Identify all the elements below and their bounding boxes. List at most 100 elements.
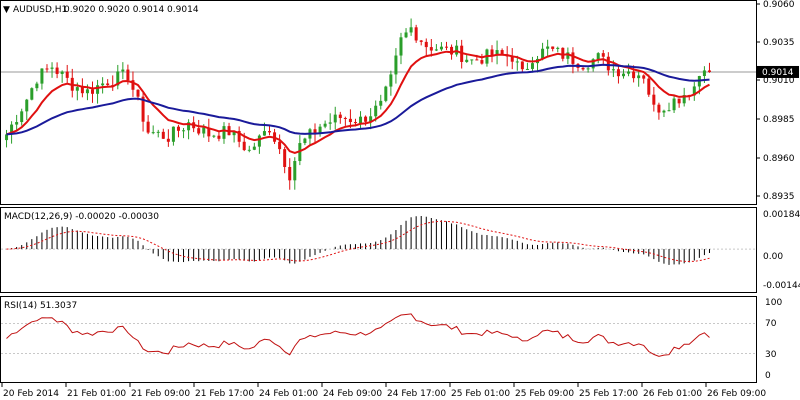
candle-body bbox=[445, 46, 448, 48]
candle-body bbox=[561, 47, 565, 59]
price-axis-tick-label: 0.8960 bbox=[763, 154, 795, 164]
candle-body bbox=[80, 87, 84, 94]
candle-body bbox=[702, 70, 706, 77]
candle-body bbox=[556, 47, 560, 49]
candle-body bbox=[187, 122, 191, 131]
candle-body bbox=[632, 71, 636, 79]
candle-body bbox=[207, 127, 211, 137]
candle-body bbox=[343, 117, 347, 119]
candle-body bbox=[490, 49, 494, 56]
candle-body bbox=[611, 69, 615, 71]
candle-body bbox=[15, 122, 19, 125]
current-price-box bbox=[757, 65, 799, 78]
candle-body bbox=[434, 49, 438, 51]
time-axis-tick-label: 21 Feb 09:00 bbox=[131, 389, 190, 399]
candle-body bbox=[338, 114, 342, 118]
candle-body bbox=[116, 71, 120, 86]
candle-body bbox=[627, 71, 631, 74]
chart-menu-triangle-icon[interactable]: ▼ bbox=[3, 5, 10, 15]
candle-body bbox=[141, 96, 145, 122]
macd-axis-tick-label: -0.00144 bbox=[763, 281, 800, 291]
ohlc-label: 0.9020 0.9020 0.9014 0.9014 bbox=[64, 5, 199, 15]
candle-body bbox=[642, 75, 646, 79]
candle-body bbox=[151, 132, 155, 134]
candle-body bbox=[394, 55, 398, 75]
candle-body bbox=[65, 71, 69, 78]
candle-body bbox=[242, 141, 246, 151]
time-axis-tick-label: 20 Feb 2014 bbox=[3, 389, 59, 399]
candle-body bbox=[546, 46, 550, 49]
candle-body bbox=[161, 131, 165, 139]
symbol-label: AUDUSD,H1 bbox=[13, 5, 67, 15]
candle-body bbox=[662, 110, 666, 113]
candle-body bbox=[616, 69, 620, 77]
time-axis-tick-label: 25 Feb 09:00 bbox=[515, 389, 574, 399]
candle-body bbox=[318, 126, 322, 134]
candle-body bbox=[707, 70, 711, 72]
candle-body bbox=[414, 27, 418, 41]
candle-body bbox=[353, 122, 357, 124]
candle-body bbox=[591, 59, 595, 69]
candle-body bbox=[278, 141, 282, 150]
candle-body bbox=[369, 116, 373, 122]
candle-body bbox=[25, 99, 29, 112]
candle-body bbox=[530, 63, 534, 69]
candle-body bbox=[439, 46, 443, 50]
candle-body bbox=[45, 68, 49, 70]
candle-body bbox=[217, 135, 221, 139]
rsi-line bbox=[6, 313, 710, 357]
candle-body bbox=[515, 61, 519, 63]
candle-body bbox=[60, 71, 64, 74]
time-axis-tick-label: 24 Feb 09:00 bbox=[323, 389, 382, 399]
candle-body bbox=[672, 98, 676, 111]
candle-body bbox=[222, 126, 226, 139]
candle-body bbox=[50, 67, 54, 69]
candle-body bbox=[429, 47, 433, 51]
candle-body bbox=[348, 118, 352, 123]
candle-body bbox=[682, 95, 686, 104]
candle-body bbox=[424, 41, 428, 48]
candle-body bbox=[525, 68, 529, 70]
candle-body bbox=[475, 59, 479, 61]
candle-body bbox=[146, 121, 150, 133]
candle-body bbox=[268, 131, 271, 133]
candle-body bbox=[647, 78, 651, 95]
candle-body bbox=[176, 126, 180, 131]
candle-body bbox=[55, 67, 59, 74]
candle-body bbox=[359, 116, 363, 124]
price-axis-tick-label: 0.9035 bbox=[763, 38, 795, 48]
candle-body bbox=[197, 128, 201, 134]
candle-body bbox=[166, 138, 170, 142]
candle-body bbox=[495, 50, 499, 56]
candle-body bbox=[571, 52, 575, 64]
rsi-label: RSI(14) 51.3037 bbox=[4, 301, 77, 311]
candle-body bbox=[606, 56, 610, 71]
candle-body bbox=[156, 131, 160, 133]
time-axis-tick-label: 26 Feb 01:00 bbox=[643, 389, 702, 399]
candle-body bbox=[566, 52, 570, 59]
time-axis-tick-label: 25 Feb 17:00 bbox=[579, 389, 638, 399]
candle-body bbox=[85, 89, 89, 94]
time-axis-tick-label: 25 Feb 01:00 bbox=[451, 389, 510, 399]
time-axis-tick-label: 24 Feb 17:00 bbox=[387, 389, 446, 399]
candle-body bbox=[399, 37, 403, 56]
candle-body bbox=[126, 69, 130, 81]
rsi-series-layer bbox=[1, 313, 756, 357]
candle-body bbox=[182, 130, 186, 132]
candle-body bbox=[470, 59, 474, 61]
candle-body bbox=[30, 88, 34, 100]
candle-body bbox=[20, 111, 24, 123]
rsi-axis-tick-label: 30 bbox=[765, 350, 777, 360]
price-series-layer bbox=[1, 18, 756, 190]
candle-body bbox=[237, 130, 241, 142]
candle-body bbox=[551, 46, 555, 49]
time-axis-tick-label: 21 Feb 01:00 bbox=[67, 389, 126, 399]
macd-label: MACD(12,26,9) -0.00020 -0.00030 bbox=[4, 212, 159, 222]
candle-body bbox=[692, 86, 696, 96]
time-axis-tick-label: 26 Feb 09:00 bbox=[707, 389, 766, 399]
candle-body bbox=[35, 83, 39, 89]
rsi-axis-tick-label: 100 bbox=[765, 298, 782, 308]
candle-body bbox=[262, 131, 266, 136]
rsi-axis-tick-label: 70 bbox=[765, 319, 777, 329]
candle-body bbox=[288, 166, 292, 181]
